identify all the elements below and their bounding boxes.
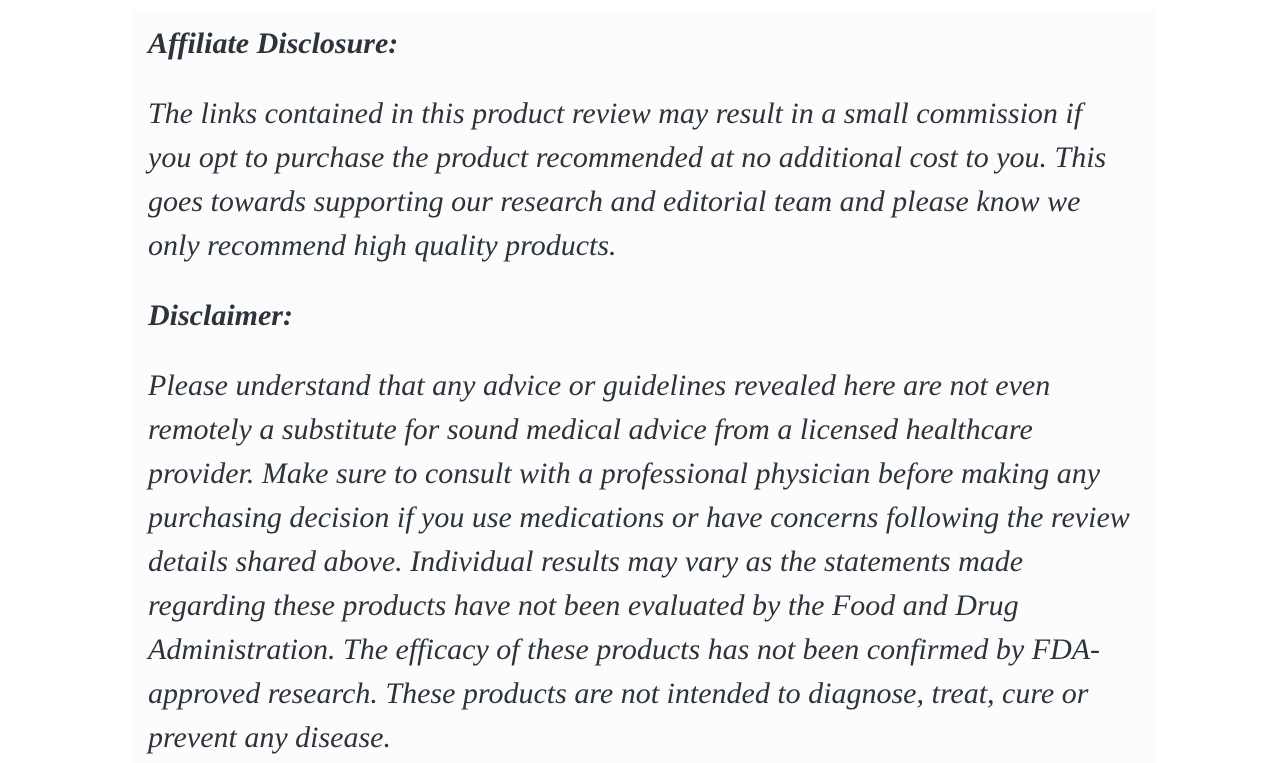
disclosure-article: Affiliate Disclosure: The links containe… xyxy=(148,22,1137,760)
disclaimer-heading: Disclaimer: xyxy=(148,299,293,332)
affiliate-disclosure-paragraph: The links contained in this product revi… xyxy=(148,97,1107,262)
article-content: Affiliate Disclosure: The links containe… xyxy=(133,10,1155,763)
disclaimer-paragraph: Please understand that any advice or gui… xyxy=(148,369,1130,754)
affiliate-disclosure-heading: Affiliate Disclosure: xyxy=(148,27,399,60)
